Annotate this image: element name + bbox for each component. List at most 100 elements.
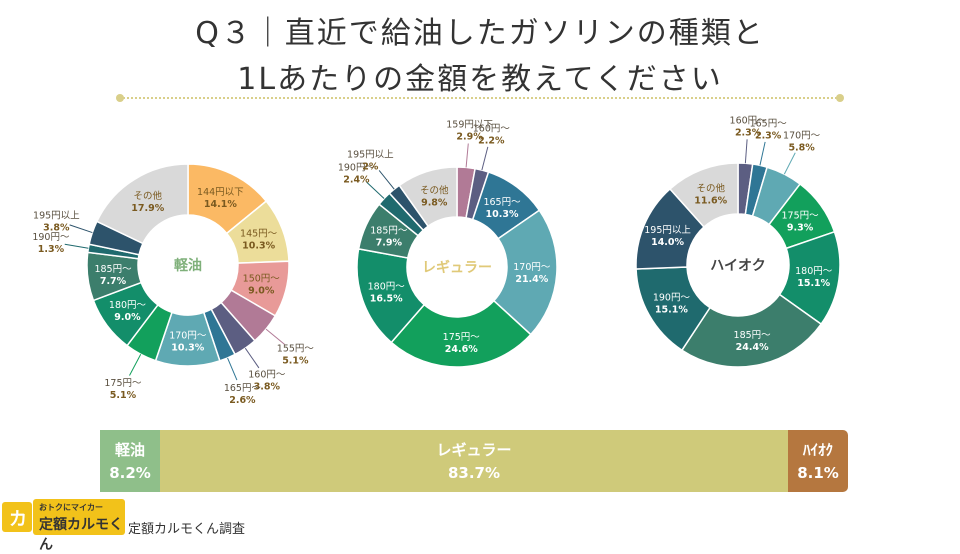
donut-diesel-slice-label: 165円～: [224, 383, 262, 394]
donut-regular-slice-value: 7.9%: [376, 238, 403, 249]
donut-regular-slice-value: 10.3%: [486, 209, 519, 220]
share-bar-diesel-label: 軽油: [114, 441, 145, 459]
page-title-line2: 1Lあたりの金額を教えてください: [237, 62, 723, 97]
donut-high-octane-slice-label: 185円～: [734, 330, 772, 341]
donut-regular-leader-line: [465, 143, 469, 168]
divider-dot-right: [836, 94, 844, 102]
donut-high-octane-slice-value: 14.0%: [651, 237, 684, 248]
donut-high-octane-slice-value: 15.1%: [655, 305, 688, 316]
donut-diesel-slice-value: 3.8%: [43, 222, 70, 233]
donut-diesel-slice-label: 180円～: [109, 300, 147, 311]
donut-high-octane-slice: [668, 162, 739, 229]
donut-diesel-slice-label: 195円以上: [33, 210, 80, 221]
donut-diesel-slice-label: その他: [133, 190, 162, 202]
donut-diesel-slice-value: 2.6%: [229, 395, 256, 406]
donut-high-octane-slice-label: その他: [696, 183, 725, 195]
donut-regular-slice-value: 2.2%: [478, 135, 505, 146]
donut-diesel-slice-label: 150円～: [243, 273, 281, 284]
donut-diesel-center-label: 軽油: [174, 257, 202, 274]
donut-regular-slice: [398, 166, 458, 228]
donut-diesel-leader-line: [64, 243, 89, 249]
donut-high-octane-leader-line: [783, 152, 796, 175]
donut-diesel-slice-value: 7.7%: [100, 276, 127, 287]
donut-high-octane-slice-label: 190円～: [653, 293, 691, 304]
donut-diesel-leader-line: [265, 328, 285, 345]
donut-diesel-slice-label: 155円～: [277, 343, 315, 354]
donut-diesel-slice-value: 9.0%: [248, 285, 275, 296]
donut-high-octane-slice-value: 15.1%: [797, 278, 830, 289]
share-bar-regular: レギュラー 83.7%: [160, 430, 788, 492]
donut-high-octane-slice-value: 11.6%: [694, 196, 727, 207]
donut-regular-slice-label: 160円～: [473, 123, 511, 134]
brand-logo-line2: 定額カルモくん: [39, 517, 123, 553]
donut-diesel-slice-value: 5.1%: [110, 390, 137, 401]
donut-regular-slice-label: 159円以下: [446, 120, 493, 131]
donut-diesel-slice-value: 10.3%: [171, 342, 204, 353]
donut-high-octane-slice-label: 160円～: [730, 115, 768, 126]
donut-high-octane-slice-value: 24.4%: [736, 342, 769, 353]
donut-high-octane-slice-label: 170円～: [783, 130, 821, 141]
donut-regular-center-label: レギュラー: [422, 259, 492, 276]
brand-logo-mark: カ: [9, 509, 27, 530]
donut-diesel-slice-value: 1.3%: [38, 244, 65, 255]
donut-high-octane-slice-label: 165円～: [750, 118, 788, 129]
donut-high-octane-slice: [680, 293, 823, 368]
brand-logo-icon: カ: [2, 502, 32, 532]
donut-diesel-slice-value: 5.1%: [282, 355, 309, 366]
donut-regular-slice-label: 180円～: [368, 282, 406, 293]
share-bar-high-octane-label: ﾊｲｵｸ: [802, 441, 833, 459]
brand-logo-line1: おトクにマイカー: [39, 503, 103, 512]
donut-high-octane-slice-value: 9.3%: [787, 222, 814, 233]
donut-regular-slice-label: 165円～: [483, 197, 521, 208]
source-note: 定額カルモくん調査: [128, 522, 246, 537]
donut-diesel-slice-label: 170円～: [169, 330, 207, 341]
donut-regular-slice-label: 175円～: [443, 332, 481, 343]
donut-diesel-slice-value: 3.8%: [254, 381, 281, 392]
donut-high-octane-slice-value: 2.3%: [755, 130, 782, 141]
share-bar-regular-value: 83.7%: [447, 464, 501, 482]
donut-diesel-slice-label: 190円～: [32, 232, 70, 243]
donut-regular-slice-value: 2.9%: [456, 132, 483, 143]
donut-regular-slice-value: 21.4%: [515, 274, 548, 285]
title-divider: [120, 97, 840, 99]
donut-diesel-slice-label: 144円以下: [197, 187, 244, 198]
donut-diesel-slice-label: 185円～: [94, 264, 132, 275]
donut-regular-slice-label: 170円～: [513, 262, 551, 273]
donut-high-octane-slice-label: 180円～: [795, 266, 833, 277]
donut-regular-slice-label: 190円～: [338, 163, 376, 174]
donut-high-octane-slice-value: 2.3%: [735, 127, 762, 138]
donut-charts: 144円以下14.1%145円～10.3%150円～9.0%155円～5.1%1…: [32, 115, 841, 406]
donut-diesel-leader-line: [129, 354, 142, 376]
share-bar-diesel-value: 8.2%: [109, 464, 151, 482]
donut-diesel-leader-line: [227, 357, 238, 381]
donut-diesel-slice-label: 160円～: [248, 369, 286, 380]
donut-high-octane-center-label: ハイオク: [710, 258, 765, 274]
donut-diesel-slice-label: 175円～: [104, 378, 142, 389]
donut-high-octane-leader-line: [744, 139, 748, 164]
page-title-line1: Q３｜直近で給油したガソリンの種類と: [195, 16, 765, 51]
donut-regular-slice-value: 2%: [362, 162, 379, 173]
share-bar-diesel: 軽油 8.2%: [100, 430, 160, 492]
donut-diesel-slice-value: 14.1%: [204, 199, 237, 210]
donut-diesel-leader-line: [244, 347, 260, 369]
donut-high-octane-slice-label: 175円～: [782, 210, 820, 221]
share-bar-high-octane: ﾊｲｵｸ 8.1%: [788, 430, 848, 492]
donut-regular-slice-value: 16.5%: [370, 294, 403, 305]
donut-diesel-slice-value: 17.9%: [131, 203, 164, 214]
donut-high-octane-leader-line: [759, 141, 766, 166]
donut-high-octane-slice-label: 195円以上: [644, 225, 691, 236]
donut-diesel-slice: [95, 163, 189, 245]
donut-regular-leader-line: [366, 181, 385, 199]
donut-regular-slice: [492, 209, 558, 336]
donut-regular-slice: [390, 299, 532, 368]
brand-logo-text: おトクにマイカー 定額カルモくん: [33, 499, 125, 553]
share-bar-high-octane-value: 8.1%: [797, 464, 839, 482]
donut-regular-slice-label: 195円以上: [347, 150, 394, 161]
donut-regular-slice-value: 2.4%: [343, 175, 370, 186]
donut-regular-leader-line: [378, 170, 395, 190]
donut-high-octane-slice-value: 5.8%: [788, 142, 815, 153]
donut-diesel-slice-label: 145円～: [240, 228, 278, 239]
donut-regular-slice-value: 24.6%: [445, 344, 478, 355]
donut-regular-slice-value: 9.8%: [421, 198, 448, 209]
donut-diesel-leader-line: [69, 224, 93, 234]
